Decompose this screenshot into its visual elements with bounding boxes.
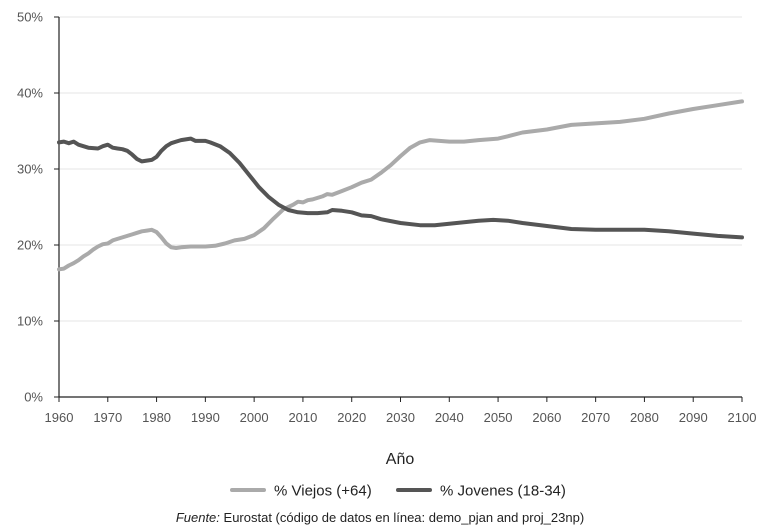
legend-label: % Viejos (+64): [274, 483, 372, 500]
y-axis-ticks: 0% 10% 20% 30% 40% 50%: [17, 10, 59, 405]
y-tick-label: 50%: [17, 10, 43, 25]
y-tick-label: 20%: [17, 238, 43, 253]
x-tick-label: 2040: [435, 410, 464, 425]
y-tick-label: 40%: [17, 86, 43, 101]
x-tick-label: 1990: [191, 410, 220, 425]
source-text: Eurostat (código de datos en línea: demo…: [219, 510, 585, 525]
x-tick-label: 2080: [630, 410, 659, 425]
x-tick-label: 1970: [93, 410, 122, 425]
x-tick-label: 2030: [386, 410, 415, 425]
series-lines: [57, 99, 744, 272]
x-tick-label: 2050: [484, 410, 513, 425]
x-tick-label: 1960: [45, 410, 74, 425]
series-line-viejos: [57, 99, 744, 272]
legend-label: % Jovenes (18-34): [440, 483, 566, 500]
x-axis-ticks: 1960 1970 1980 1990 2000 2010 2020 2030 2040 2050…: [45, 397, 757, 425]
x-axis-title: Año: [386, 451, 415, 468]
source-label: Fuente:: [175, 510, 220, 525]
y-tick-label: 0%: [24, 390, 43, 405]
x-tick-label: 2070: [581, 410, 610, 425]
x-tick-label: 2090: [679, 410, 708, 425]
x-tick-label: 2020: [337, 410, 366, 425]
legend: % Viejos (+64) % Jovenes (18-34): [230, 483, 566, 500]
x-tick-label: 1980: [142, 410, 171, 425]
y-tick-label: 10%: [17, 314, 43, 329]
x-tick-label: 2010: [288, 410, 317, 425]
series-line-jovenes: [57, 136, 744, 240]
y-tick-label: 30%: [17, 162, 43, 177]
source-note: Fuente: Eurostat (código de datos en lín…: [0, 510, 760, 525]
x-tick-label: 2000: [240, 410, 269, 425]
gridlines: [59, 16, 742, 322]
x-tick-label: 2060: [532, 410, 561, 425]
x-tick-label: 2100: [728, 410, 757, 425]
